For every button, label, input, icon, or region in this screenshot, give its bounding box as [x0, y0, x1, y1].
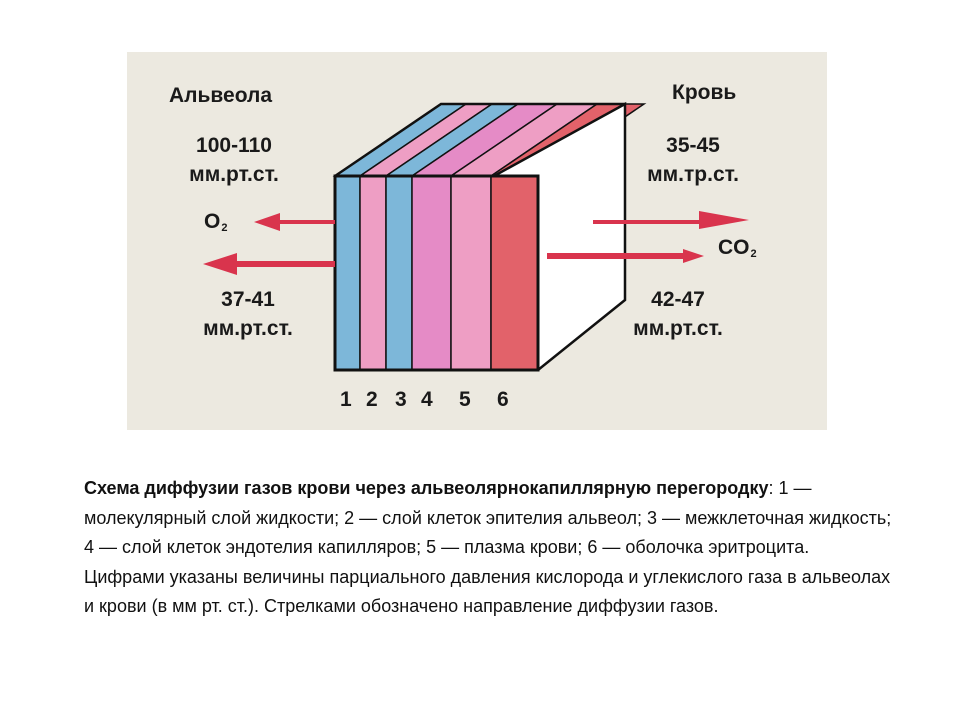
blood-co2-pressure-value: 42-47: [651, 288, 705, 311]
alveola-o2-pressure-value: 100-110: [196, 134, 272, 157]
alveola-o2-pressure-unit: мм.рт.ст.: [189, 163, 279, 186]
membrane-layer-3: [385, 175, 413, 371]
co2-arrow-right: [547, 249, 704, 263]
membrane-layer-5: [450, 175, 492, 371]
layer-number-5: 5: [459, 388, 471, 411]
membrane-diagram: [203, 101, 749, 372]
blood-label: Кровь: [672, 81, 737, 104]
alveola-label: Альвеола: [169, 84, 273, 107]
blood-o2-pressure-value: 35-45: [666, 134, 720, 157]
alveola-co2-pressure-unit: мм.рт.ст.: [203, 317, 293, 340]
figure-caption: Схема диффузии газов крови через альвеол…: [84, 474, 894, 622]
membrane-front-face: [334, 175, 539, 371]
blood-o2-pressure-unit: мм.тр.ст.: [647, 163, 739, 186]
membrane-layer-2: [359, 175, 387, 371]
o2-gas-label: O2: [204, 210, 228, 234]
o2-arrow-left: [254, 213, 335, 231]
co2-gas-label: CO2: [718, 236, 757, 260]
membrane-front-outline: [333, 174, 540, 372]
blood-co2-pressure-unit: мм.рт.ст.: [633, 317, 723, 340]
caption-title: Схема диффузии газов крови через альвеол…: [84, 478, 769, 498]
layer-number-3: 3: [395, 388, 407, 411]
layer-number-1: 1: [340, 388, 352, 411]
layer-number-2: 2: [366, 388, 378, 411]
alveola-co2-pressure-value: 37-41: [221, 288, 275, 311]
caption-title-colon: :: [768, 478, 774, 498]
caption-body: 1 — молекулярный слой жидкости; 2 — слой…: [84, 478, 892, 616]
membrane-layer-4: [411, 175, 452, 371]
layer-number-4: 4: [421, 388, 433, 411]
membrane-layer-6: [490, 175, 539, 371]
o2-arrow-right: [593, 211, 749, 229]
membrane-layer-1: [334, 175, 361, 371]
co2-arrow-left: [203, 253, 335, 275]
layer-number-6: 6: [497, 388, 509, 411]
diagram-panel: Альвеола Кровь 100-110 мм.рт.ст. 35-45 м…: [127, 52, 827, 430]
